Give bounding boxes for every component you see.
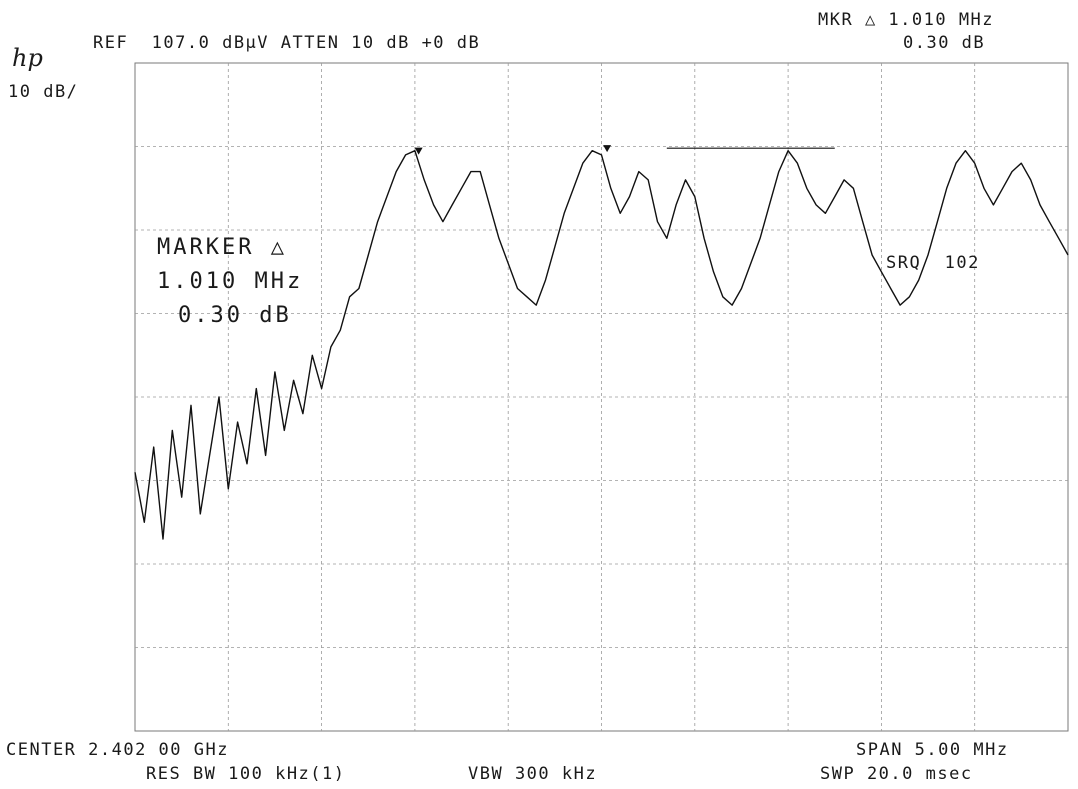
resolution-bandwidth-label: RES BW 100 kHz(1) (146, 764, 346, 784)
hp-logo: hp (12, 44, 43, 72)
graticule-grid (135, 63, 1068, 731)
marker-annotation-amplitude: 0.30 dB (178, 303, 292, 328)
spectrum-trace (134, 149, 1069, 540)
center-frequency-label: CENTER 2.402 00 GHz (6, 740, 229, 760)
trace-group (134, 145, 1069, 540)
marker-marker (414, 147, 423, 155)
marker-readout-frequency: MKR △ 1.010 MHz (818, 10, 995, 30)
span-label: SPAN 5.00 MHz (856, 740, 1009, 760)
marker-delta (603, 145, 612, 153)
srq-indicator: SRQ 102 (886, 253, 980, 273)
reference-level-label: REF 107.0 dBµV ATTEN 10 dB +0 dB (93, 33, 481, 53)
marker-readout-amplitude: 0.30 dB (903, 33, 986, 53)
marker-annotation-frequency: 1.010 MHz (157, 269, 304, 294)
sweep-time-label: SWP 20.0 msec (820, 764, 973, 784)
marker-annotation-title: MARKER △ (157, 235, 287, 260)
scale-label: 10 dB/ (8, 82, 79, 102)
video-bandwidth-label: VBW 300 kHz (468, 764, 598, 784)
